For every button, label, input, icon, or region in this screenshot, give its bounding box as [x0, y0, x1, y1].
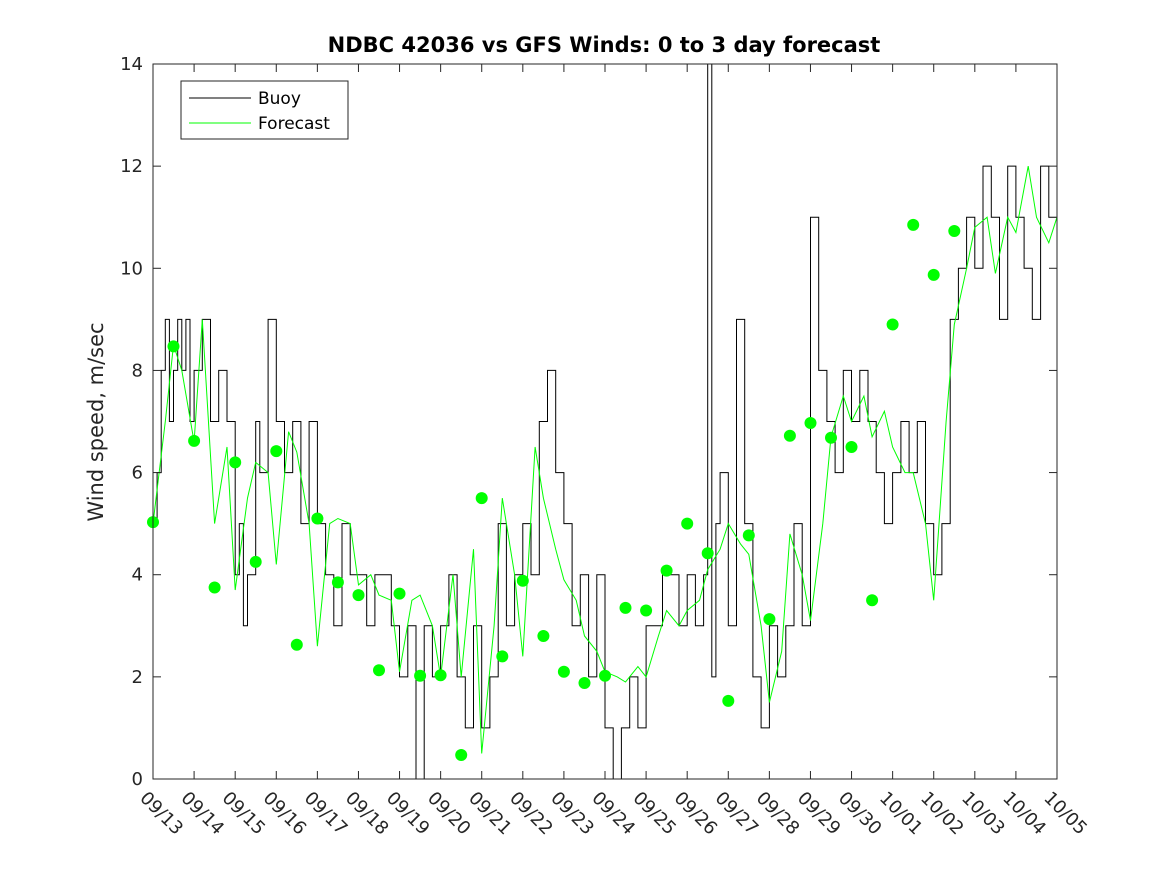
forecast-marker [619, 601, 632, 614]
forecast-marker [455, 749, 468, 761]
legend-label-forecast: Forecast [258, 114, 330, 134]
forecast-marker [783, 429, 796, 442]
forecast-marker [845, 441, 858, 453]
forecast-marker [373, 664, 385, 677]
y-axis-label: Wind speed, m/sec [84, 322, 108, 521]
forecast-marker [557, 665, 570, 678]
y-tick-label: 2 [132, 667, 143, 688]
forecast-marker [825, 431, 837, 444]
forecast-marker [537, 630, 550, 642]
legend: Buoy Forecast [180, 80, 349, 140]
forecast-marker [660, 564, 673, 577]
y-tick-label: 12 [120, 156, 143, 177]
forecast-marker [414, 669, 427, 682]
forecast-marker [578, 677, 591, 689]
y-tick-label: 6 [132, 463, 143, 484]
forecast-marker [681, 517, 694, 530]
y-tick-label: 0 [132, 769, 143, 790]
forecast-marker [311, 512, 324, 525]
forecast-marker [804, 417, 817, 429]
forecast-marker [249, 555, 262, 568]
forecast-marker [270, 445, 283, 458]
forecast-marker [948, 225, 961, 237]
y-tick-label: 8 [132, 360, 143, 381]
forecast-marker [907, 218, 920, 231]
forecast-marker [188, 434, 201, 447]
forecast-marker [866, 594, 879, 607]
forecast-marker [742, 529, 755, 542]
forecast-marker [701, 547, 714, 560]
legend-box [180, 80, 349, 140]
forecast-marker [763, 613, 776, 626]
forecast-marker [290, 638, 303, 651]
forecast-marker [229, 456, 242, 469]
forecast-marker [599, 669, 611, 682]
legend-label-buoy: Buoy [258, 89, 301, 109]
forecast-marker [434, 669, 447, 682]
forecast-marker [927, 268, 940, 281]
y-tick-label: 10 [120, 258, 143, 279]
forecast-marker [167, 340, 180, 353]
chart-title: NDBC 42036 vs GFS Winds: 0 to 3 day fore… [328, 33, 881, 57]
forecast-marker [516, 574, 529, 587]
forecast-marker [352, 589, 365, 602]
y-tick-label: 4 [132, 565, 143, 586]
forecast-marker [640, 604, 653, 617]
forecast-marker [722, 694, 735, 707]
forecast-marker [331, 576, 344, 589]
forecast-marker [496, 650, 509, 663]
y-tick-label: 14 [120, 54, 143, 75]
forecast-marker [393, 587, 406, 600]
forecast-marker [886, 318, 899, 331]
plot-area [147, 63, 1058, 780]
forecast-marker [208, 581, 221, 594]
series-line-buoy [153, 63, 1058, 780]
forecast-marker [475, 492, 488, 505]
